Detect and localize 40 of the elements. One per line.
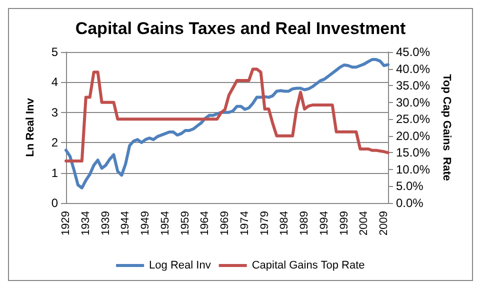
x-tick-label: 1929 [60, 211, 72, 236]
y-tick-label: 1 [51, 166, 58, 180]
x-tick-label: 2004 [358, 211, 370, 236]
y-tick-label: 0 [51, 196, 58, 210]
y-tick-label: 4 [51, 75, 58, 90]
x-tick-label: 1959 [179, 211, 192, 236]
y-tick-label: 5 [51, 45, 58, 59]
y2-tick-label: 0.0% [396, 196, 424, 210]
x-tick-label: 1979 [258, 211, 271, 236]
y2-tick-label: 15.0% [396, 146, 430, 160]
x-tick-label: 1934 [80, 211, 92, 236]
line-series [64, 58, 390, 190]
y2-tick-label: 40.0% [396, 62, 430, 76]
x-tick-label: 2009 [378, 211, 390, 236]
y2-tick-label: 35.0% [396, 78, 430, 93]
legend-label: Log Real Inv [149, 260, 212, 272]
x-tick-label: 1974 [238, 211, 251, 236]
x-tick-label: 1984 [278, 211, 291, 236]
x-tick-label: 1989 [298, 211, 311, 236]
x-tick-label: 1944 [120, 211, 132, 236]
y2-tick-label: 5.0% [396, 179, 424, 194]
y2-tick-label: 20.0% [396, 128, 430, 143]
legend-label: Capital Gains Top Rate [252, 260, 365, 272]
x-tick-label: 1954 [159, 211, 172, 236]
x-tick-label: 1969 [219, 211, 232, 236]
chart-title: Capital Gains Taxes and Real Investment [75, 19, 406, 38]
x-tick-label: 1994 [318, 211, 330, 236]
x-tick-label: 1939 [100, 211, 112, 236]
y2-axis-title: Top Cap Gains Rate [440, 74, 452, 181]
y-tick-label: 2 [51, 136, 58, 150]
x-tick-label: 1999 [338, 211, 350, 236]
y-tick-label: 3 [51, 105, 58, 120]
x-tick-label: 1964 [199, 211, 212, 236]
y2-tick-label: 10.0% [396, 162, 430, 176]
y2-tick-label: 30.0% [396, 95, 430, 110]
y2-tick-label: 25.0% [396, 112, 430, 126]
y-axis-title: Ln Real Inv [24, 97, 36, 157]
line-series [64, 68, 390, 163]
x-tick-label: 1949 [140, 211, 152, 236]
y2-tick-label: 45.0% [396, 45, 430, 59]
